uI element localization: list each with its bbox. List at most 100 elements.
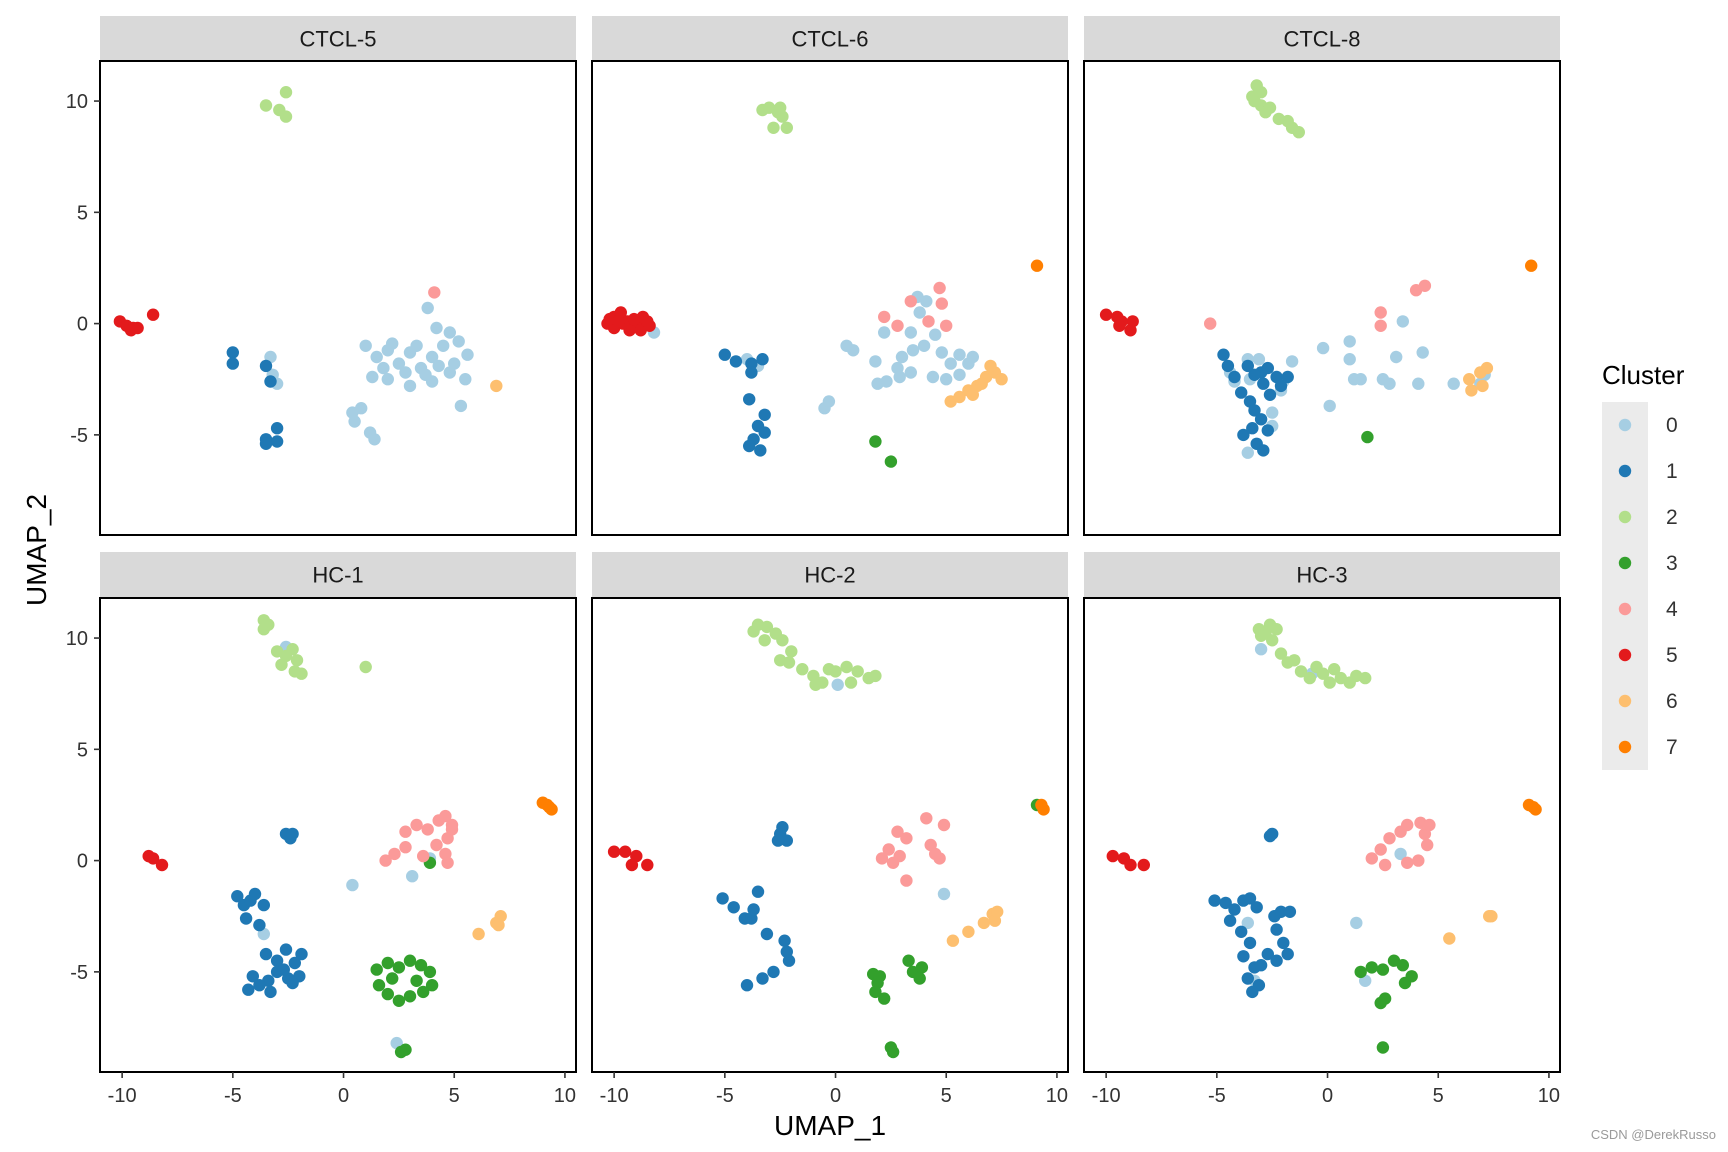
x-tick-label: -5 bbox=[1208, 1085, 1226, 1107]
data-point bbox=[490, 379, 503, 393]
data-point bbox=[439, 809, 452, 823]
data-point bbox=[1283, 905, 1297, 918]
data-point bbox=[430, 321, 443, 335]
data-point bbox=[904, 366, 917, 379]
data-point bbox=[1243, 936, 1257, 950]
data-point bbox=[1323, 399, 1336, 413]
data-point bbox=[1343, 353, 1356, 366]
data-point bbox=[1396, 959, 1410, 972]
data-point bbox=[822, 663, 836, 676]
data-point bbox=[290, 654, 304, 667]
data-point bbox=[771, 834, 785, 847]
data-point bbox=[1221, 359, 1235, 373]
data-point bbox=[1266, 827, 1279, 841]
data-point bbox=[641, 858, 654, 872]
data-point bbox=[381, 956, 394, 970]
watermark: CSDN @DerekRusso bbox=[1590, 1127, 1716, 1142]
data-point bbox=[425, 979, 439, 992]
data-point bbox=[1241, 359, 1255, 373]
data-point bbox=[1285, 355, 1299, 368]
x-tick-label: 5 bbox=[941, 1085, 952, 1107]
data-point bbox=[1243, 892, 1257, 905]
data-point bbox=[461, 348, 474, 361]
data-point bbox=[379, 854, 392, 867]
data-point bbox=[1274, 647, 1288, 660]
panel-border bbox=[1083, 597, 1561, 1073]
data-point bbox=[443, 326, 456, 339]
data-point bbox=[270, 954, 284, 967]
data-point bbox=[607, 845, 621, 858]
data-point bbox=[1398, 976, 1412, 990]
panel-border bbox=[99, 597, 577, 1073]
data-point bbox=[760, 927, 774, 941]
legend-label: 2 bbox=[1666, 506, 1678, 529]
data-point bbox=[275, 658, 288, 671]
data-point bbox=[822, 395, 836, 408]
data-point bbox=[1374, 306, 1387, 319]
data-point bbox=[1204, 317, 1217, 330]
legend-marker bbox=[1618, 510, 1632, 524]
data-point bbox=[869, 355, 882, 368]
data-point bbox=[1354, 965, 1367, 979]
data-point bbox=[386, 972, 399, 985]
data-point bbox=[1412, 854, 1425, 867]
data-point bbox=[231, 890, 244, 903]
data-point bbox=[1254, 959, 1268, 972]
data-point bbox=[399, 825, 412, 838]
data-point bbox=[348, 415, 361, 428]
data-point bbox=[1378, 858, 1392, 872]
panel-border bbox=[1083, 60, 1561, 536]
data-point bbox=[1254, 413, 1268, 426]
data-point bbox=[844, 676, 858, 689]
data-point bbox=[966, 388, 979, 401]
data-point bbox=[760, 620, 774, 634]
data-point bbox=[259, 947, 273, 961]
data-point bbox=[226, 357, 239, 370]
data-point bbox=[1361, 430, 1374, 444]
data-point bbox=[399, 366, 412, 379]
data-point bbox=[1261, 361, 1275, 375]
legend-label: 4 bbox=[1666, 598, 1678, 621]
data-point bbox=[634, 324, 647, 337]
data-point bbox=[1443, 932, 1456, 945]
data-point bbox=[270, 422, 284, 435]
data-point bbox=[1241, 972, 1255, 985]
data-point bbox=[1235, 925, 1248, 938]
data-point bbox=[264, 375, 277, 388]
data-point bbox=[878, 310, 891, 324]
data-point bbox=[1476, 379, 1489, 393]
data-point bbox=[1248, 368, 1261, 381]
data-point bbox=[1485, 910, 1498, 923]
data-point bbox=[1261, 424, 1275, 437]
data-point bbox=[445, 823, 459, 836]
data-point bbox=[377, 361, 390, 375]
data-point bbox=[432, 359, 445, 373]
data-point bbox=[459, 373, 472, 386]
data-point bbox=[935, 346, 948, 359]
data-point bbox=[124, 324, 138, 337]
x-tick-label: 5 bbox=[449, 1085, 460, 1107]
data-point bbox=[1281, 370, 1294, 384]
data-point bbox=[406, 870, 419, 883]
data-point bbox=[627, 312, 641, 326]
data-point bbox=[875, 852, 889, 865]
data-point bbox=[758, 634, 771, 647]
data-point bbox=[984, 359, 997, 373]
data-point bbox=[758, 426, 771, 439]
data-point bbox=[900, 832, 913, 845]
data-point bbox=[882, 843, 895, 856]
data-point bbox=[392, 357, 406, 370]
data-point bbox=[995, 373, 1008, 386]
data-point bbox=[962, 925, 975, 938]
data-point bbox=[747, 903, 760, 916]
data-point bbox=[259, 437, 273, 450]
data-point bbox=[1365, 852, 1379, 865]
data-point bbox=[873, 970, 886, 983]
data-point bbox=[953, 348, 966, 361]
data-point bbox=[900, 874, 913, 887]
data-point bbox=[1383, 377, 1396, 390]
legend-marker bbox=[1618, 464, 1632, 478]
data-point bbox=[1374, 996, 1387, 1010]
data-point bbox=[1328, 663, 1341, 676]
facet-strip-label: CTCL-5 bbox=[299, 27, 376, 52]
